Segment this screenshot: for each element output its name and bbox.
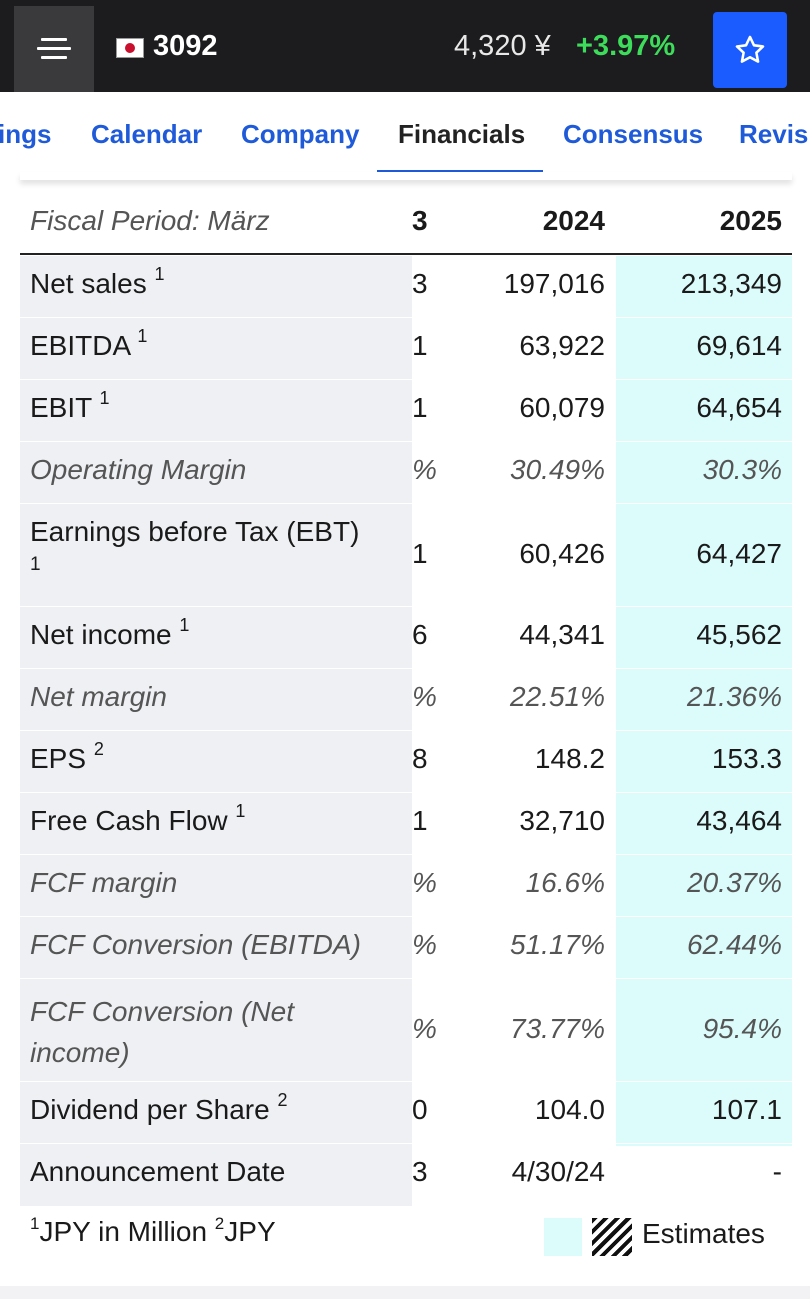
row-label: FCF Conversion (Net income) [30, 996, 295, 1068]
row-label: Net sales 1 [30, 264, 165, 299]
section-tabs: ings Calendar Company Financials Consens… [0, 92, 810, 174]
row-footnote-ref: 1 [30, 554, 41, 575]
row-label: EPS 2 [30, 739, 104, 774]
value-2025: - [772, 1156, 782, 1187]
tab-calendar[interactable]: Calendar [91, 119, 203, 149]
table-row: Net margin % 22.51% 21.36% [20, 669, 792, 731]
tab-consensus[interactable]: Consensus [563, 119, 704, 149]
value-2025: 45,562 [696, 619, 782, 650]
row-label: Announcement Date [30, 1156, 286, 1187]
cut-value: % [412, 929, 437, 960]
cut-value: 1 [412, 538, 428, 569]
row-label: Net margin [30, 681, 167, 712]
tab-ratings[interactable]: ings [0, 119, 52, 149]
cut-value: 1 [412, 805, 428, 836]
table-row: Free Cash Flow 1 1 32,710 43,464 [20, 793, 792, 855]
hamburger-icon [37, 38, 71, 60]
top-bar: 3092 4,320 ¥ +3.97% [0, 0, 810, 92]
cut-value: 0 [412, 1094, 428, 1125]
cut-value: % [412, 681, 437, 712]
cut-value: 3 [412, 1156, 428, 1187]
value-2024: 104.0 [534, 1094, 605, 1125]
table-row: FCF margin % 16.6% 20.37% [20, 855, 792, 917]
header-2024: 2024 [542, 205, 605, 236]
value-2025: 62.44% [687, 929, 782, 960]
row-label: Earnings before Tax (EBT) [30, 516, 360, 547]
value-2025: 153.3 [711, 743, 782, 774]
value-2024: 73.77% [510, 1013, 605, 1044]
tab-company[interactable]: Company [241, 119, 360, 149]
row-label: Operating Margin [30, 454, 247, 485]
table-row: Announcement Date 3 4/30/24 - [20, 1144, 792, 1205]
estimates-column-background [616, 256, 792, 1146]
table-row: Dividend per Share 2 0 104.0 107.1 [20, 1082, 792, 1144]
value-2024: 22.51% [510, 681, 605, 712]
row-label: FCF Conversion (EBITDA) [30, 929, 361, 960]
tab-financials[interactable]: Financials [398, 119, 526, 149]
value-2025: 43,464 [696, 805, 782, 836]
value-2025: 21.36% [687, 681, 782, 712]
table-row: FCF Conversion (Net income) % 73.77% 95.… [20, 979, 792, 1082]
table-row: EBIT 1 1 60,079 64,654 [20, 380, 792, 442]
value-2024: 30.49% [510, 454, 605, 485]
value-2024: 63,922 [519, 330, 605, 361]
value-2024: 60,079 [519, 392, 605, 423]
value-2024: 51.17% [510, 929, 605, 960]
cut-value: 1 [412, 330, 428, 361]
star-icon [735, 35, 765, 63]
value-2025: 20.37% [687, 867, 782, 898]
cut-value: % [412, 1013, 437, 1044]
cut-value: 6 [412, 619, 428, 650]
stock-price: 4,320 ¥ [454, 30, 551, 62]
value-2024: 44,341 [519, 619, 605, 650]
value-2024: 197,016 [503, 268, 605, 299]
japan-flag-icon [116, 38, 144, 58]
value-2024: 32,710 [519, 805, 605, 836]
table-row: FCF Conversion (EBITDA) % 51.17% 62.44% [20, 917, 792, 979]
header-cut-column: 3 [412, 205, 428, 236]
header-2025: 2025 [719, 205, 782, 236]
row-label: Free Cash Flow 1 [30, 801, 246, 836]
table-row: EPS 2 8 148.2 153.3 [20, 731, 792, 793]
table-row: Net sales 1 3 197,016 213,349 [20, 256, 792, 318]
value-2025: 64,654 [696, 392, 782, 423]
tab-revisions[interactable]: Revisi [739, 119, 810, 149]
cut-value: 3 [412, 268, 428, 299]
row-label: EBITDA 1 [30, 326, 148, 361]
footnote: 1JPY in Million 2JPY [30, 1214, 276, 1247]
value-2024: 60,426 [519, 538, 605, 569]
estimates-legend-label: Estimates [642, 1218, 765, 1249]
label-column-background [20, 256, 412, 1206]
row-label: FCF margin [30, 867, 178, 898]
value-2025: 30.3% [702, 454, 782, 485]
fiscal-period-label: Fiscal Period: März [30, 205, 270, 236]
table-row: Earnings before Tax (EBT) 1 1 60,426 64,… [20, 504, 792, 607]
row-label: Dividend per Share 2 [30, 1090, 288, 1125]
cut-value: 8 [412, 743, 428, 774]
table-row: Operating Margin % 30.49% 30.3% [20, 442, 792, 504]
value-2025: 107.1 [711, 1094, 782, 1125]
estimate-swatch [544, 1218, 582, 1256]
watchlist-button[interactable] [713, 12, 787, 88]
table-row: EBITDA 1 1 63,922 69,614 [20, 318, 792, 380]
value-2024: 16.6% [525, 867, 605, 898]
menu-button[interactable] [14, 6, 94, 92]
ticker-symbol: 3092 [153, 30, 218, 62]
table-header: Fiscal Period: März 3 2024 2025 [20, 193, 792, 255]
value-2025: 213,349 [680, 268, 782, 299]
cut-value: % [412, 867, 437, 898]
value-2024: 4/30/24 [511, 1156, 605, 1187]
card-top-shadow [20, 172, 792, 180]
cut-value: % [412, 454, 437, 485]
value-2025: 95.4% [702, 1013, 782, 1044]
value-2024: 148.2 [534, 743, 605, 774]
value-2025: 64,427 [696, 538, 782, 569]
hatch-swatch-icon [592, 1218, 632, 1256]
row-label: EBIT 1 [30, 388, 110, 423]
row-label: Net income 1 [30, 615, 190, 650]
price-change: +3.97% [576, 30, 676, 62]
value-2025: 69,614 [696, 330, 782, 361]
cut-value: 1 [412, 392, 428, 423]
table-row: Net income 1 6 44,341 45,562 [20, 607, 792, 669]
